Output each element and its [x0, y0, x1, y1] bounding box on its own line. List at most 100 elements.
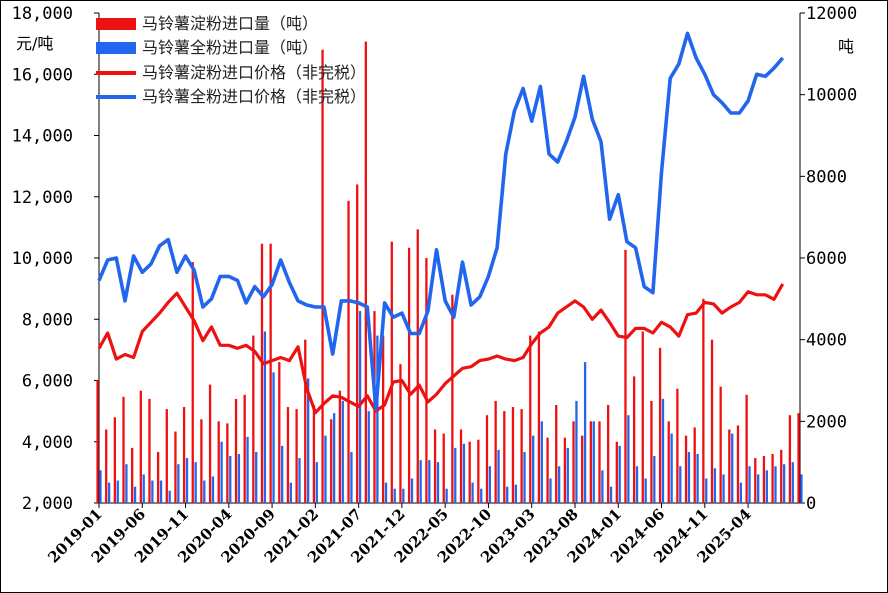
flour-volume-bar	[506, 486, 509, 503]
starch-volume-bar	[468, 441, 471, 503]
flour-volume-bar	[765, 470, 768, 503]
starch-volume-bars	[96, 41, 800, 504]
flour-price-line	[97, 31, 785, 411]
left-tick-label: 4,000	[22, 433, 73, 453]
flour-volume-bar	[480, 488, 483, 503]
flour-volume-bar	[575, 400, 578, 503]
starch-volume-bar	[174, 431, 177, 503]
legend-label-starch-price: 马铃薯淀粉进口价格（非完税）	[142, 63, 366, 82]
starch-volume-bar	[416, 229, 419, 503]
starch-volume-bar	[719, 386, 722, 503]
starch-volume-bar	[788, 415, 792, 503]
starch-volume-bar	[243, 394, 246, 503]
right-tick-label: 0	[806, 494, 816, 514]
starch-volume-bar	[693, 427, 696, 503]
left-tick-label: 14,000	[12, 127, 73, 147]
flour-volume-bar	[488, 466, 492, 503]
starch-volume-bar	[581, 435, 584, 503]
flour-volume-bar	[376, 335, 379, 503]
flour-volume-bar	[782, 464, 786, 503]
starch-volume-bar	[321, 49, 324, 503]
starch-volume-bar	[191, 262, 194, 503]
flour-volume-bar	[618, 445, 621, 503]
left-tick-label: 18,000	[12, 4, 73, 24]
flour-volume-bar	[159, 480, 163, 503]
left-tick-label: 6,000	[22, 372, 73, 392]
starch-volume-bar	[762, 456, 766, 503]
starch-volume-bar	[494, 400, 497, 503]
starch-volume-bar	[113, 417, 117, 503]
starch-volume-bar	[304, 339, 307, 503]
starch-volume-bar	[407, 247, 411, 503]
left-tick-label: 16,000	[12, 65, 73, 85]
starch-volume-bar	[226, 423, 229, 503]
right-tick-label: 10000	[806, 86, 857, 106]
flour-volume-bar	[635, 466, 639, 503]
flour-volume-bar	[393, 488, 396, 503]
starch-volume-bar	[278, 362, 281, 503]
flour-volume-bar	[211, 476, 215, 503]
flour-volume-bar	[133, 486, 137, 503]
flour-volume-bar	[298, 458, 301, 503]
right-tick-label: 8000	[806, 167, 847, 187]
flour-volume-bar	[532, 435, 535, 503]
flour-volume-bar	[679, 466, 682, 503]
starch-volume-bar	[728, 429, 731, 503]
left-tick-label: 8,000	[22, 310, 73, 330]
starch-volume-bar	[364, 41, 367, 503]
flour-volume-bar	[661, 398, 665, 503]
flour-volume-bar	[151, 480, 154, 503]
starch-volume-bar	[338, 390, 342, 503]
flour-volume-bar	[142, 474, 145, 503]
flour-volume-bar	[791, 462, 794, 503]
starch-volume-bar	[736, 425, 740, 503]
flour-volume-bar	[194, 462, 197, 503]
flour-volume-bar	[748, 466, 751, 503]
starch-volume-bar	[139, 390, 142, 503]
starch-volume-bar	[165, 409, 168, 503]
flour-volume-bar	[644, 478, 647, 503]
flour-volume-bar	[670, 433, 673, 503]
right-tick-label: 12000	[806, 4, 857, 24]
starch-volume-bar	[477, 439, 480, 503]
starch-volume-bar	[537, 331, 541, 503]
flour-volume-bar	[609, 486, 613, 503]
starch-volume-bar	[658, 347, 662, 503]
flour-volume-bar	[731, 433, 734, 503]
starch-volume-bar	[754, 458, 757, 503]
flour-volume-bar	[428, 460, 431, 503]
starch-volume-bar	[156, 451, 160, 503]
flour-volume-bar	[583, 362, 587, 503]
starch-volume-bar	[624, 249, 627, 503]
starch-volume-bar	[555, 405, 558, 503]
flour-volume-bar	[514, 484, 518, 503]
starch-volume-bar	[390, 241, 393, 503]
starch-volume-bar	[182, 407, 186, 503]
legend-swatch-starch-volume	[96, 18, 136, 30]
flour-volume-bar	[281, 445, 284, 503]
left-axis-unit: 元/吨	[16, 34, 53, 53]
flour-volume-bar	[220, 441, 223, 503]
flour-volume-bar	[324, 435, 327, 503]
legend-label-flour-volume: 马铃薯全粉进口量（吨）	[142, 38, 318, 57]
starch-volume-bar	[529, 335, 532, 503]
starch-volume-bar	[710, 339, 714, 503]
flour-volume-bar	[116, 480, 119, 503]
starch-volume-bar	[442, 433, 445, 503]
flour-volume-bar	[410, 478, 414, 503]
flour-volume-bar	[263, 331, 267, 503]
flour-volume-bar	[419, 460, 422, 503]
starch-volume-bar	[650, 400, 653, 503]
starch-volume-bar	[641, 331, 644, 503]
starch-volume-bar	[511, 407, 515, 503]
flour-volume-bar	[307, 378, 310, 503]
starch-volume-bar	[286, 407, 290, 503]
flour-volume-bar	[687, 451, 691, 503]
right-tick-label: 4000	[806, 331, 847, 351]
legend-swatch-flour-volume	[96, 42, 136, 54]
flour-volume-bar	[454, 447, 457, 503]
starch-volume-bar	[347, 200, 350, 504]
flour-volume-bar	[800, 474, 803, 503]
starch-volume-bar	[546, 437, 549, 503]
flour-volume-bars	[99, 311, 803, 503]
